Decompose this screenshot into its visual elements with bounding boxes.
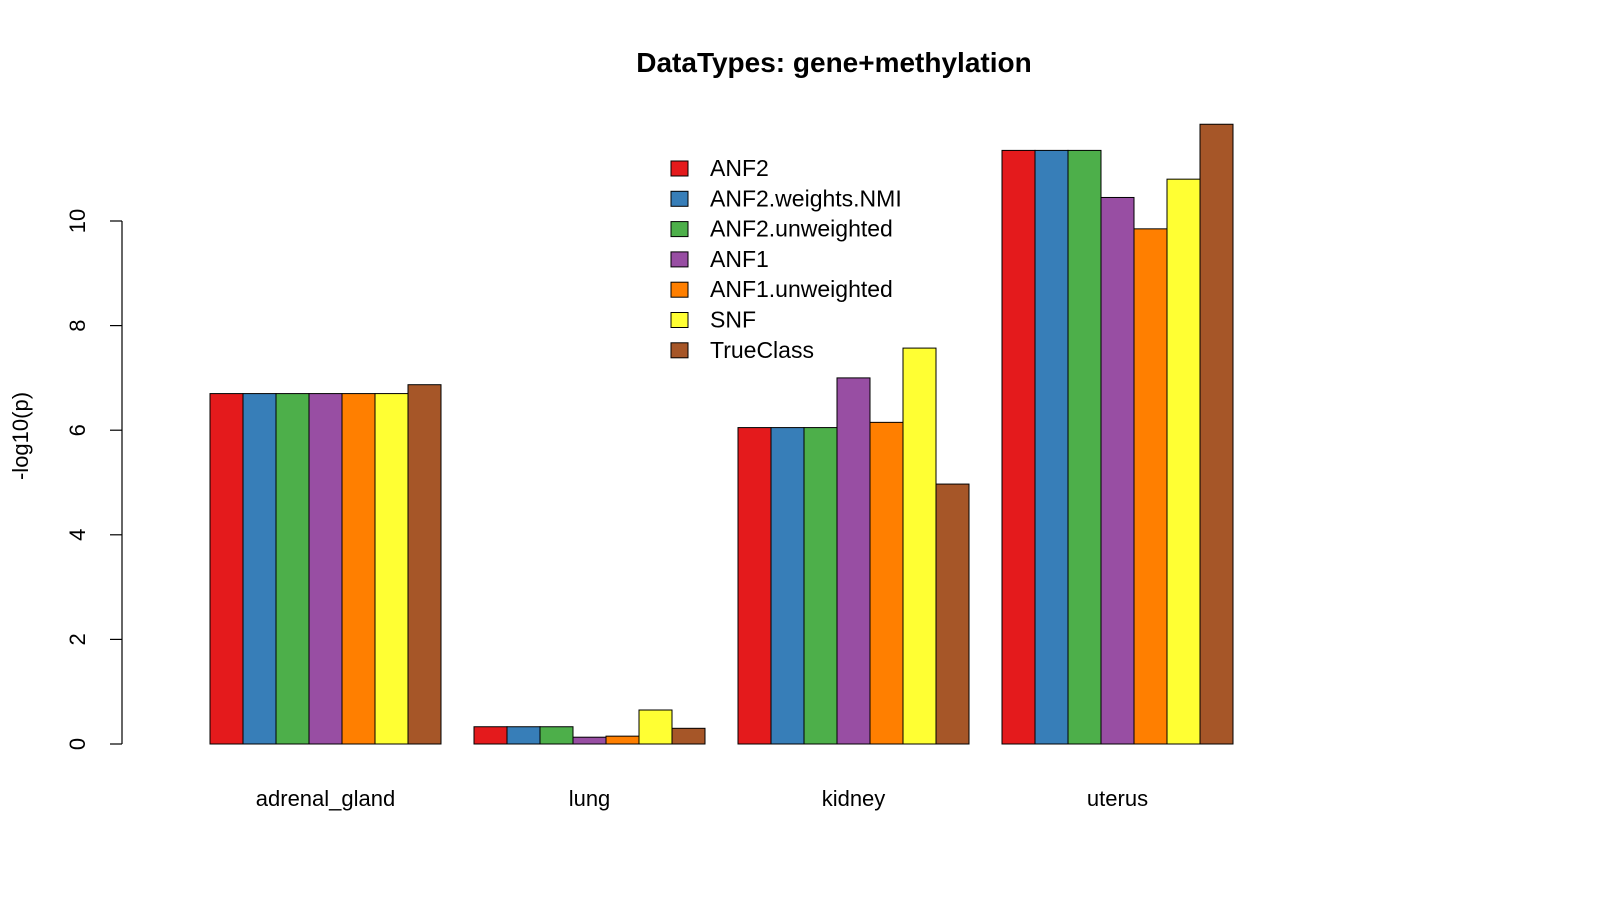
category-label-2: kidney <box>822 786 886 811</box>
y-tick-label-1: 2 <box>65 633 90 645</box>
legend-label-2: ANF2.unweighted <box>710 216 893 242</box>
y-axis-label: -log10(p) <box>8 392 33 480</box>
bar-kidney-TrueClass <box>935 483 970 745</box>
bar-lung-ANF2.unweighted <box>539 726 574 745</box>
bar-lung-TrueClass <box>671 727 706 745</box>
y-tick-label-2: 4 <box>65 529 90 541</box>
legend-swatch-5 <box>670 312 689 328</box>
bar-uterus-ANF2 <box>1001 149 1036 745</box>
y-tick-label-3: 6 <box>65 424 90 436</box>
bar-kidney-ANF1 <box>836 377 871 745</box>
legend-label-1: ANF2.weights.NMI <box>710 185 902 211</box>
legend-swatch-0 <box>670 160 689 177</box>
bar-uterus-SNF <box>1166 178 1201 745</box>
bar-kidney-ANF2.unweighted <box>803 427 838 745</box>
bar-kidney-ANF2.weights.NMI <box>770 427 805 745</box>
legend-label-0: ANF2 <box>710 155 769 181</box>
y-tick-label-4: 8 <box>65 319 90 331</box>
legend-label-4: ANF1.unweighted <box>710 276 893 302</box>
bar-adrenal_gland-ANF1 <box>308 393 343 745</box>
bar-adrenal_gland-ANF2.weights.NMI <box>242 393 277 745</box>
bar-kidney-SNF <box>902 347 937 745</box>
legend-label-3: ANF1 <box>710 246 769 272</box>
category-label-3: uterus <box>1087 786 1148 811</box>
bar-adrenal_gland-SNF <box>374 393 409 745</box>
bar-lung-ANF1.unweighted <box>605 735 640 745</box>
bar-lung-ANF2.weights.NMI <box>506 726 541 745</box>
bar-uterus-TrueClass <box>1199 123 1234 745</box>
category-label-0: adrenal_gland <box>256 786 395 811</box>
legend-label-6: TrueClass <box>710 337 814 363</box>
legend-swatch-3 <box>670 251 689 268</box>
bar-uterus-ANF1 <box>1100 196 1135 745</box>
category-label-1: lung <box>569 786 611 811</box>
bar-lung-SNF <box>638 709 673 745</box>
bar-adrenal_gland-ANF2 <box>209 393 244 745</box>
legend-swatch-4 <box>670 281 689 298</box>
bar-kidney-ANF2 <box>737 427 772 745</box>
category-labels: adrenal_gland lung kidney uterus <box>256 786 1148 811</box>
bar-uterus-ANF2.weights.NMI <box>1034 149 1069 745</box>
legend-swatch-2 <box>670 221 689 238</box>
y-tick-label-5: 10 <box>65 209 90 233</box>
bars <box>209 123 1234 745</box>
legend: ANF2 ANF2.weights.NMI ANF2.unweighted ANF1 A… <box>670 155 902 363</box>
bar-uterus-ANF2.unweighted <box>1067 149 1102 745</box>
bar-adrenal_gland-ANF2.unweighted <box>275 393 310 745</box>
bar-adrenal_gland-TrueClass <box>407 384 442 745</box>
bar-uterus-ANF1.unweighted <box>1133 228 1168 745</box>
bar-adrenal_gland-ANF1.unweighted <box>341 393 376 745</box>
bar-lung-ANF2 <box>473 726 508 745</box>
bar-lung-ANF1 <box>572 736 607 745</box>
y-tick-label-0: 0 <box>65 738 90 750</box>
bar-kidney-ANF1.unweighted <box>869 421 904 745</box>
legend-swatch-6 <box>670 342 689 359</box>
chart-title: DataTypes: gene+methylation <box>636 47 1031 78</box>
y-axis: 0 2 4 6 8 10 <box>65 209 123 750</box>
legend-swatch-1 <box>670 190 689 207</box>
legend-label-5: SNF <box>710 307 756 333</box>
